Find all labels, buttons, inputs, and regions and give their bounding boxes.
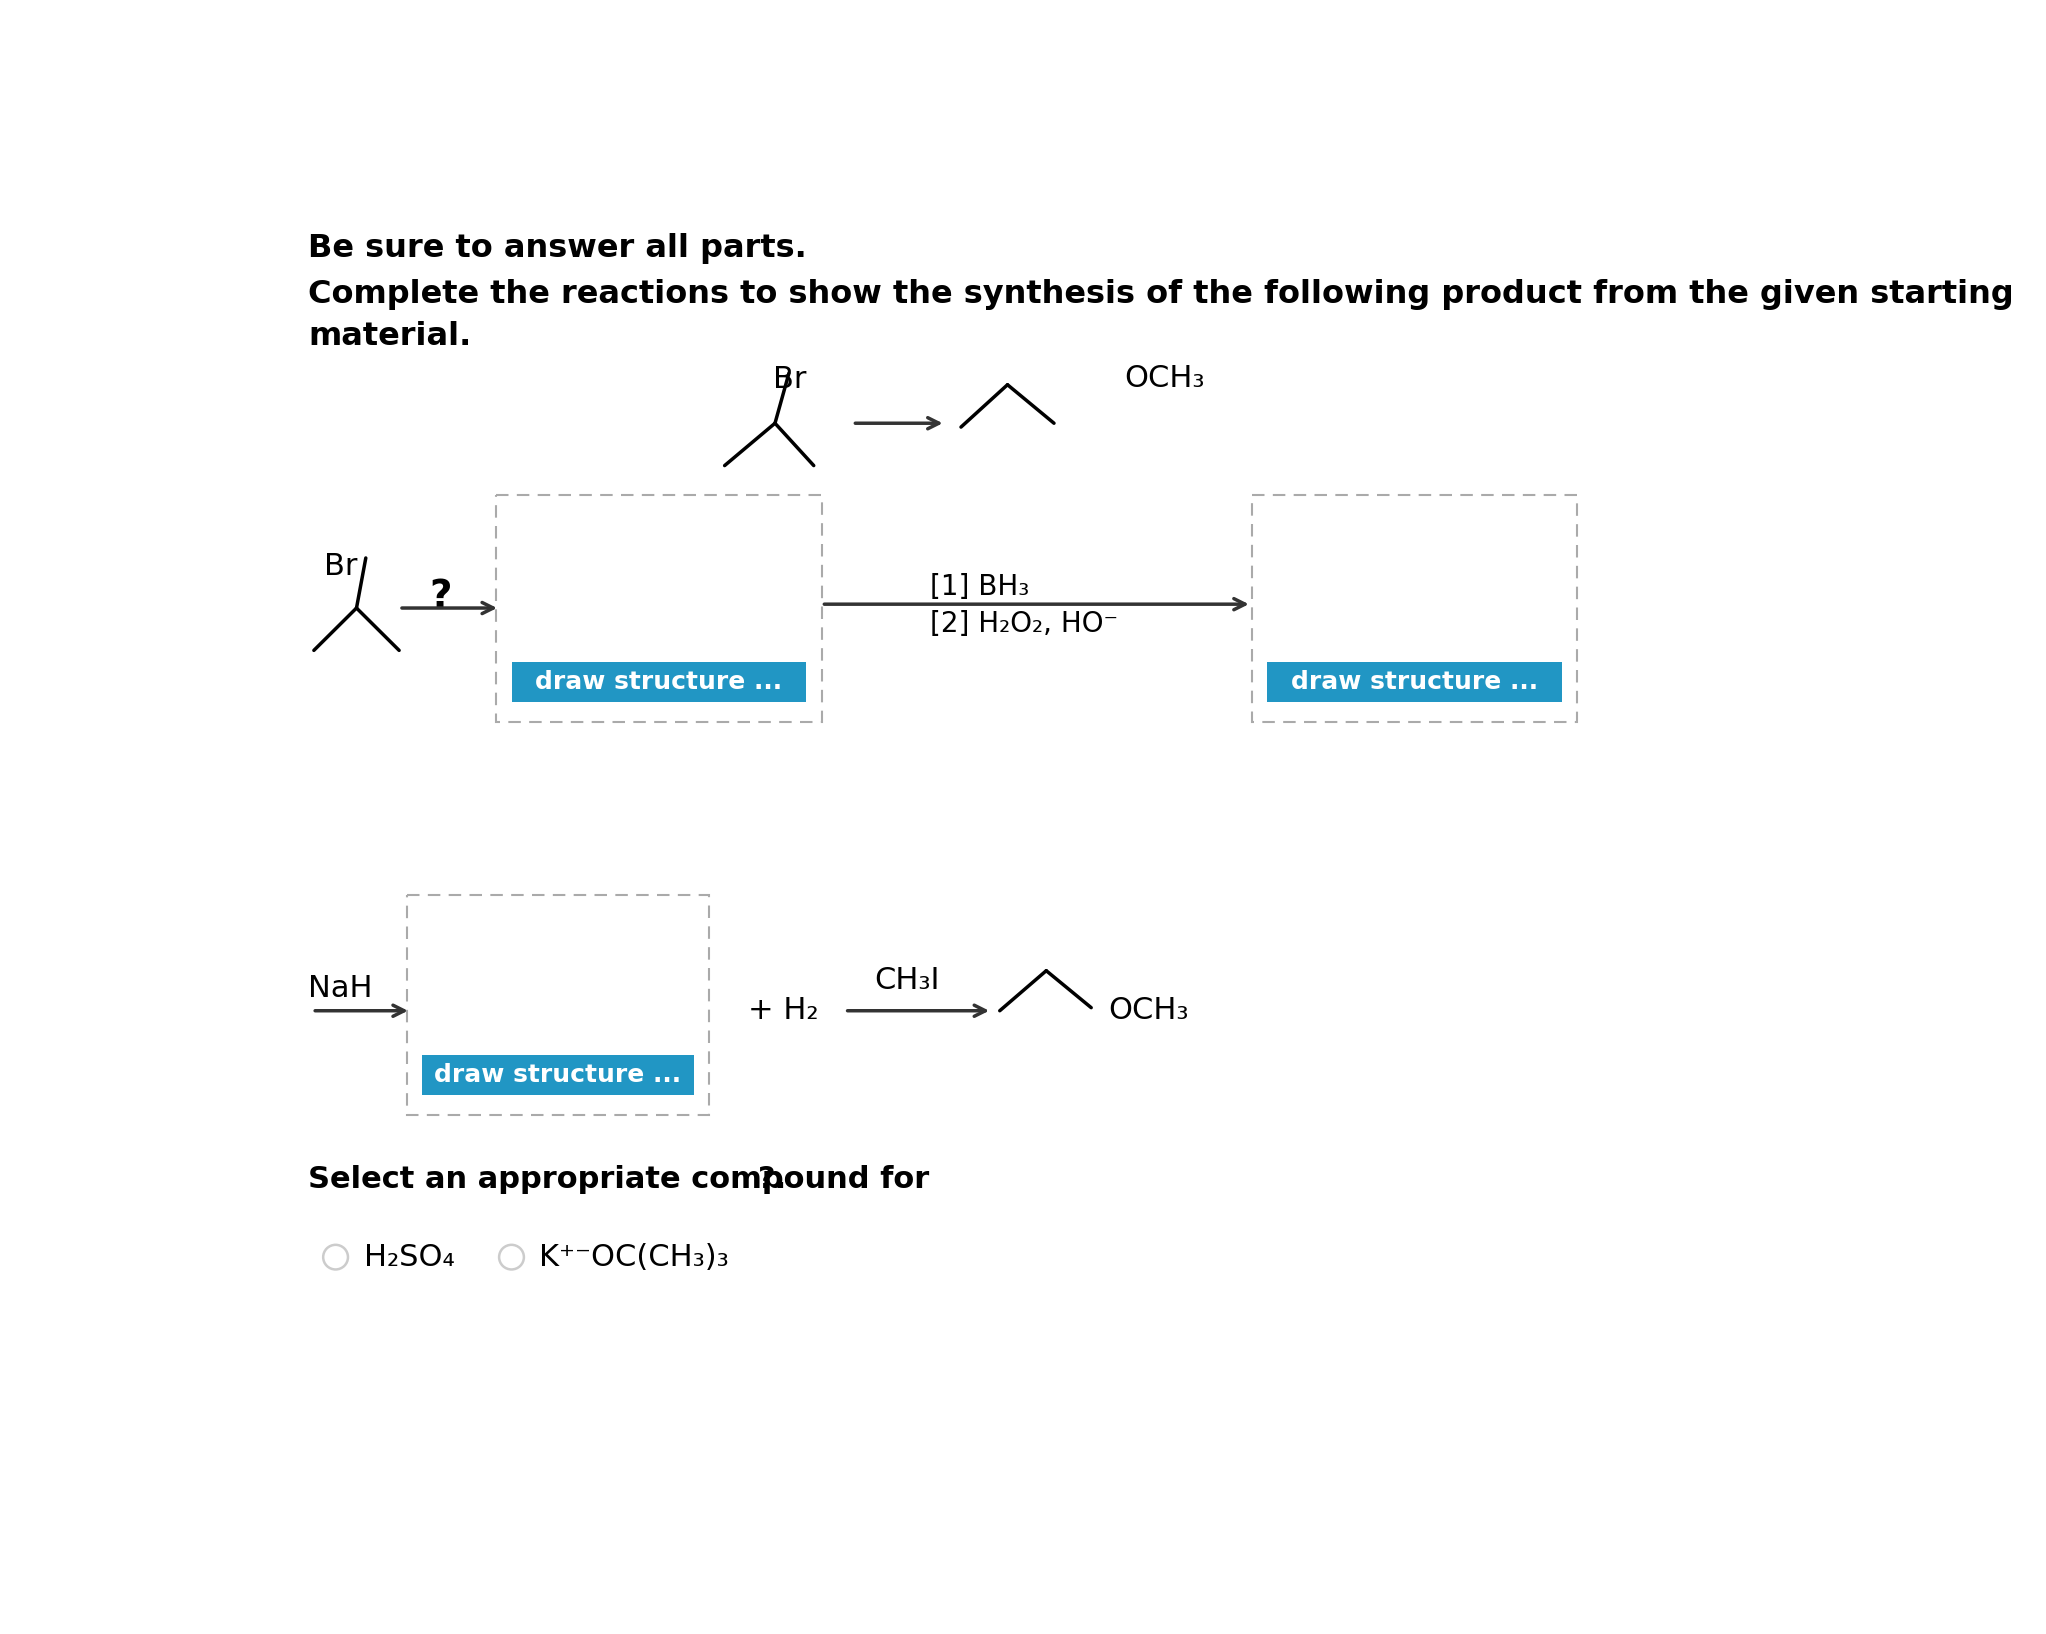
Bar — [407, 895, 710, 1114]
Text: Be sure to answer all parts.: Be sure to answer all parts. — [309, 234, 808, 265]
Text: OCH₃: OCH₃ — [1123, 364, 1205, 392]
Bar — [1252, 495, 1577, 722]
Text: NaH: NaH — [309, 974, 372, 1003]
Text: Br: Br — [323, 552, 358, 580]
Text: draw structure ...: draw structure ... — [434, 1062, 681, 1087]
Text: [2] H₂O₂, HO⁻: [2] H₂O₂, HO⁻ — [931, 609, 1117, 637]
Text: Complete the reactions to show the synthesis of the following product from the g: Complete the reactions to show the synth… — [309, 279, 2013, 310]
Text: H₂SO₄: H₂SO₄ — [364, 1242, 454, 1271]
Text: draw structure ...: draw structure ... — [536, 670, 782, 694]
Text: CH₃I: CH₃I — [874, 966, 939, 995]
Text: K⁺⁻OC(CH₃)₃: K⁺⁻OC(CH₃)₃ — [538, 1242, 728, 1271]
Bar — [421, 1054, 694, 1095]
Text: Select an appropriate compound for: Select an appropriate compound for — [309, 1165, 941, 1194]
Text: ?.: ?. — [757, 1165, 788, 1194]
Bar — [1266, 662, 1561, 703]
Text: + H₂: + H₂ — [749, 997, 818, 1025]
Text: material.: material. — [309, 320, 473, 351]
Bar — [512, 662, 806, 703]
Text: draw structure ...: draw structure ... — [1291, 670, 1539, 694]
Text: [1] BH₃: [1] BH₃ — [931, 574, 1029, 601]
Text: ?: ? — [430, 578, 452, 616]
Bar — [495, 495, 822, 722]
Text: Br: Br — [773, 366, 806, 394]
Text: OCH₃: OCH₃ — [1109, 997, 1189, 1025]
